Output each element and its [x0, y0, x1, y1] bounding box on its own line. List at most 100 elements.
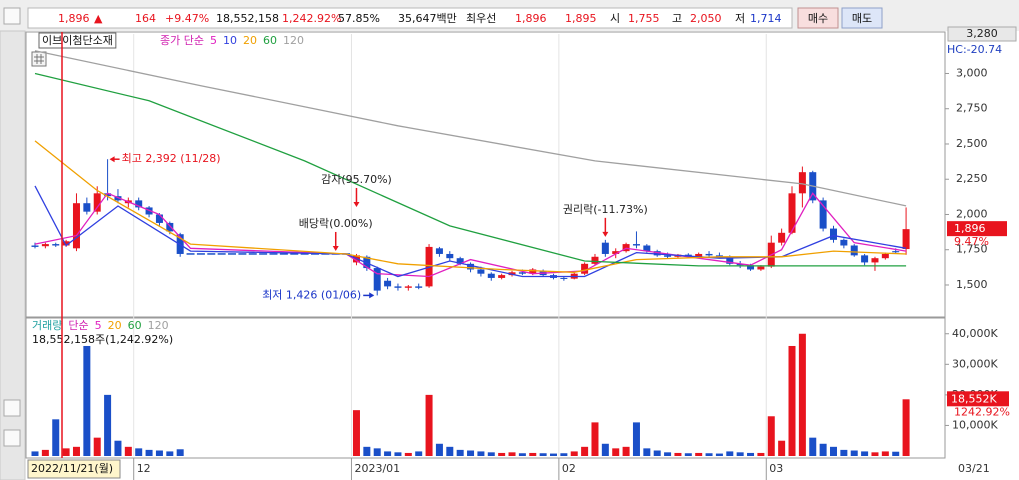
last-volume-pct: 1242.92% [954, 405, 1010, 418]
y-tick-label: 2,000 [956, 207, 988, 220]
legend-entry: 120 [283, 34, 304, 47]
sell-label[interactable]: 매도 [852, 12, 872, 25]
candle-body [498, 275, 506, 278]
volume-bar [446, 446, 454, 456]
candle-body [41, 244, 49, 247]
y-tick-label: 1,500 [956, 278, 988, 291]
x-tick-label: 12 [137, 462, 151, 475]
candle-body [736, 263, 744, 266]
last-pct-label: 9.47% [954, 235, 989, 248]
candle-body [632, 244, 640, 246]
annotation: 감자(95.70%) [321, 173, 392, 186]
candle-body [612, 251, 620, 254]
volume-bar [373, 448, 381, 456]
candle-body [104, 193, 112, 197]
change-pct: +9.47% [165, 12, 209, 25]
volume-bar [435, 443, 443, 456]
volume-bar [384, 451, 392, 456]
candle-body [819, 200, 827, 229]
high-label: 고 [672, 12, 682, 25]
moving-average [34, 72, 907, 267]
volume-bar [363, 446, 371, 456]
annotation: 권리락(-11.73%) [563, 203, 648, 216]
volume-bar [747, 452, 755, 456]
volume-title: 거래량 [32, 319, 62, 332]
volume-pct: 1,242.92% [282, 12, 341, 25]
volume-bar [726, 451, 734, 456]
volume-bar [902, 399, 910, 456]
volume-bar [62, 448, 70, 456]
x-tick-label: 02 [562, 462, 576, 475]
candle-body [529, 269, 537, 274]
candle-body [798, 172, 806, 194]
volume-bar [456, 449, 464, 456]
candle-body [93, 193, 101, 212]
legend-label: 종가 단순 [160, 34, 204, 47]
candle-body [778, 232, 786, 243]
x-tick-label: 2023/01 [354, 462, 400, 475]
stock-name-box [38, 32, 117, 49]
candle-body [601, 242, 609, 254]
change-arrow: ▲ [94, 12, 103, 25]
annotation-arrowhead [332, 245, 339, 251]
candle-body [114, 196, 122, 201]
candle-body [747, 265, 755, 270]
volume-bar [508, 452, 516, 456]
volume-bar [881, 451, 889, 456]
last-volume-box [947, 391, 1009, 407]
best-label: 최우선 [466, 12, 496, 25]
side-button[interactable] [3, 429, 21, 447]
volume-bar [632, 422, 640, 456]
candle-body [829, 228, 837, 240]
candle-body [72, 203, 80, 249]
candle-body [487, 273, 495, 278]
turnover: 57.85% [338, 12, 380, 25]
candle-body [643, 245, 651, 252]
volume-bar [850, 450, 858, 456]
volume-bar [31, 451, 39, 456]
volume-bar [892, 451, 900, 456]
candle-body [726, 256, 734, 264]
panel-icon-grid [34, 54, 44, 64]
info-row [27, 7, 793, 29]
bid: 1,895 [565, 12, 597, 25]
volume-bar [104, 394, 112, 456]
candle-body [384, 280, 392, 287]
candle-body [415, 286, 423, 288]
volume-bar [715, 453, 723, 456]
side-button[interactable] [3, 399, 21, 417]
candle-body [581, 263, 589, 274]
candle-body [695, 253, 703, 257]
panel-icon[interactable] [31, 51, 47, 67]
volume-bar [176, 449, 184, 456]
candle-body [715, 255, 723, 257]
moving-average [34, 140, 907, 273]
volume-bar [529, 452, 537, 456]
sell-button[interactable] [841, 7, 883, 29]
candle-body [840, 239, 848, 246]
y-tick-label: 2,500 [956, 137, 988, 150]
side-button[interactable] [3, 7, 21, 25]
last-date: 03/21 [958, 462, 990, 475]
y-tick-label: 2,750 [956, 102, 988, 115]
volume-bar [550, 453, 557, 456]
volume-bar [653, 450, 661, 456]
buy-button[interactable] [797, 7, 839, 29]
candle-body [861, 255, 869, 263]
legend-entry: 20 [243, 34, 257, 47]
volume-bar [114, 440, 122, 456]
y-tick-label: 2,250 [956, 172, 988, 185]
change: 164 [135, 12, 156, 25]
volume-bar [871, 452, 879, 456]
volume-bar [394, 452, 402, 456]
candle-body [850, 245, 858, 256]
volume-bar [861, 451, 869, 456]
buy-label[interactable]: 매수 [808, 12, 828, 25]
annotation-arrowhead [369, 292, 375, 299]
legend-entry: 5 [210, 34, 217, 47]
candle-body [31, 245, 39, 247]
price: 1,896 [58, 12, 90, 25]
annotation: 배당락(0.00%) [299, 217, 373, 230]
low: 1,714 [750, 12, 782, 25]
candle-body [394, 286, 402, 288]
